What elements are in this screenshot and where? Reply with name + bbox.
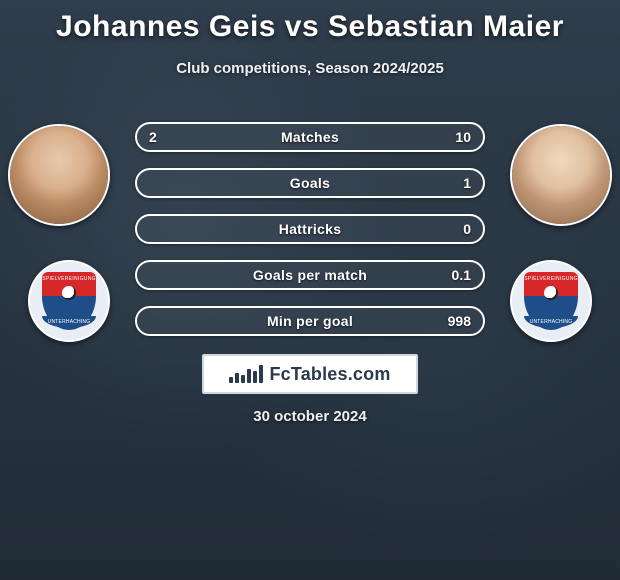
club-badge-right: SPIELVEREINIGUNG UNTERHACHING [510,260,592,342]
stat-row: Hattricks 0 [135,214,485,244]
stat-value-right: 0 [463,216,471,242]
avatar-placeholder [512,126,610,224]
stat-value-right: 0.1 [452,262,471,288]
stat-label: Min per goal [267,313,353,329]
shield-icon: SPIELVEREINIGUNG UNTERHACHING [42,272,96,330]
stat-row: 2 Matches 10 [135,122,485,152]
stat-label: Goals per match [253,267,367,283]
stat-label: Matches [281,129,339,145]
stat-label: Goals [290,175,330,191]
club-badge-left: SPIELVEREINIGUNG UNTERHACHING [28,260,110,342]
player-avatar-right [510,124,612,226]
source-logo-text: FcTables.com [269,364,390,385]
shield-icon: SPIELVEREINIGUNG UNTERHACHING [524,272,578,330]
page-title: Johannes Geis vs Sebastian Maier [0,10,620,44]
subtitle: Club competitions, Season 2024/2025 [0,60,620,77]
bar-chart-icon [229,365,263,383]
comparison-card: Johannes Geis vs Sebastian Maier Club co… [0,0,620,580]
stat-row: Goals 1 [135,168,485,198]
avatar-placeholder [10,126,108,224]
stat-value-left: 2 [149,124,157,150]
source-logo: FcTables.com [202,354,418,394]
player-avatar-left [8,124,110,226]
stats-block: 2 Matches 10 Goals 1 Hattricks 0 Goals p… [135,122,485,352]
stat-label: Hattricks [279,221,342,237]
date-label: 30 october 2024 [0,408,620,425]
stat-value-right: 10 [455,124,471,150]
stat-row: Goals per match 0.1 [135,260,485,290]
stat-value-right: 1 [463,170,471,196]
stat-value-right: 998 [448,308,471,334]
stat-row: Min per goal 998 [135,306,485,336]
